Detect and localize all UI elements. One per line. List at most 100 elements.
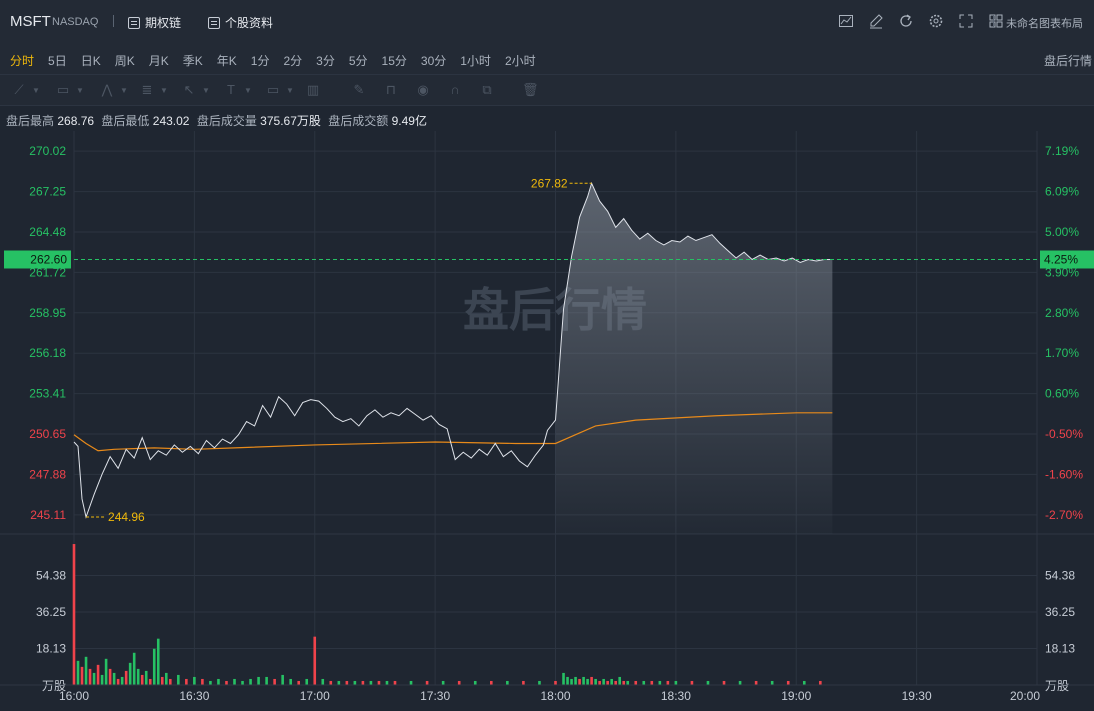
y-tick-pct-label: 7.19% xyxy=(1045,144,1079,158)
volume-bar xyxy=(241,680,244,685)
volume-bar xyxy=(642,680,646,685)
volume-bar xyxy=(108,668,112,685)
current-pct-badge xyxy=(1040,250,1094,269)
pencil-icon[interactable]: ✎ xyxy=(353,82,365,97)
fullscreen-icon[interactable] xyxy=(958,13,974,29)
volume-bar xyxy=(185,678,188,685)
volume-bar xyxy=(88,668,92,685)
magnet-icon[interactable]: ∩ xyxy=(450,82,460,97)
period-tab[interactable]: 1小时 xyxy=(460,54,491,68)
period-tab[interactable]: 2小时 xyxy=(504,54,536,68)
option-chain-button[interactable]: 期权链 xyxy=(128,14,181,31)
watermark-text: 盘后行情 xyxy=(463,283,647,337)
period-tab[interactable]: 月K xyxy=(148,54,169,68)
period-tab[interactable]: 周K xyxy=(114,54,135,68)
arrow-tool-icon[interactable]: ↖ xyxy=(183,82,195,97)
period-tab[interactable]: 15分 xyxy=(381,54,407,68)
x-tick-label: 18:00 xyxy=(540,689,570,703)
settings-gear-icon[interactable] xyxy=(928,13,944,29)
layout-name[interactable]: 未命名图表布局 xyxy=(1006,18,1083,30)
volume-bar xyxy=(522,680,525,685)
chevron-down-icon[interactable]: ▼ xyxy=(202,86,210,95)
low-label: 盘后最低 xyxy=(101,114,150,128)
edit-icon[interactable] xyxy=(868,13,884,29)
period-tab[interactable]: 5日 xyxy=(48,54,67,68)
rectangle-tool-icon[interactable]: ▭ xyxy=(56,82,70,97)
volume-bar xyxy=(622,680,626,685)
price-area-fill xyxy=(555,183,833,534)
chevron-down-icon[interactable]: ▼ xyxy=(286,86,294,95)
volume-bar xyxy=(160,676,164,685)
chevron-down-icon[interactable]: ▼ xyxy=(244,86,252,95)
wave-tool-icon[interactable]: ⋀ xyxy=(101,82,113,97)
volume-bar xyxy=(96,664,100,685)
period-tab[interactable]: 1分 xyxy=(250,54,270,68)
copy-icon[interactable]: ⧉ xyxy=(482,82,492,97)
eye-icon[interactable]: ◉ xyxy=(417,82,429,97)
volume-bar xyxy=(321,678,325,685)
volume-bar xyxy=(72,544,76,685)
volume-bar xyxy=(80,666,84,685)
measure-tool-icon[interactable]: ▭ xyxy=(266,82,280,97)
volume-bar xyxy=(84,656,88,685)
bar-tool-icon[interactable]: ▥ xyxy=(306,82,320,97)
volume-bar xyxy=(594,678,597,685)
stock-profile-button[interactable]: 个股资料 xyxy=(208,14,273,31)
volume-bar xyxy=(140,674,144,685)
indicator-chart-icon[interactable] xyxy=(838,13,854,29)
period-tab[interactable]: 30分 xyxy=(420,54,447,68)
volume-bar xyxy=(754,680,758,685)
volume-bar xyxy=(273,678,276,685)
y-tick-pct-label: 3.90% xyxy=(1045,265,1079,279)
period-tab[interactable]: 季K xyxy=(182,54,203,68)
volume-bar xyxy=(156,638,160,685)
volume-bar xyxy=(329,680,333,685)
period-tab[interactable]: 3分 xyxy=(316,54,335,68)
period-tab[interactable]: 日K xyxy=(80,54,101,68)
volume-bar xyxy=(574,676,577,685)
volume-bar xyxy=(658,680,662,685)
volume-bar xyxy=(233,678,236,685)
y-tick-pct-label: -2.70% xyxy=(1045,508,1083,522)
period-tab[interactable]: 5分 xyxy=(348,54,368,68)
refresh-icon[interactable] xyxy=(898,13,914,29)
stock-symbol: MSFT xyxy=(10,13,51,30)
top-toolbar: MSFT NASDAQ 期权链 个股资料 未命名图表布局 xyxy=(0,0,1094,45)
lock-icon[interactable]: ⊓ xyxy=(385,82,397,97)
volume-tick-label: 36.25 xyxy=(36,605,66,619)
volume-tick-label: 18.13 xyxy=(1045,641,1075,655)
y-tick-pct-label: -0.50% xyxy=(1045,427,1083,441)
option-chain-icon xyxy=(128,16,140,29)
volume-bar xyxy=(618,676,621,685)
period-tab[interactable]: 2分 xyxy=(283,54,303,68)
low-value: 243.02 xyxy=(152,114,190,128)
volume-bar xyxy=(666,680,670,685)
period-tab[interactable]: 年K xyxy=(216,54,237,68)
volume-bar xyxy=(562,672,565,685)
volume-bar xyxy=(128,662,132,685)
fib-tool-icon[interactable]: ≣ xyxy=(141,82,153,97)
volume-bar xyxy=(425,680,429,685)
volume-tick-label: 54.38 xyxy=(1045,568,1075,582)
volume-bar xyxy=(169,678,172,685)
option-chain-label: 期权链 xyxy=(145,16,182,30)
after-hours-label[interactable]: 盘后行情 xyxy=(1043,54,1092,68)
layout-grid-icon[interactable] xyxy=(988,13,1004,29)
trash-icon[interactable]: 🗑 xyxy=(522,82,539,97)
y-tick-pct-label: 2.80% xyxy=(1045,306,1079,320)
chevron-down-icon[interactable]: ▼ xyxy=(32,86,40,95)
text-tool-icon[interactable]: T xyxy=(227,82,235,97)
volume-bar xyxy=(634,680,638,685)
volume-bar xyxy=(164,672,168,685)
chevron-down-icon[interactable]: ▼ xyxy=(120,86,128,95)
volume-bar xyxy=(377,680,381,685)
volume-bar xyxy=(209,680,212,685)
x-tick-label: 18:30 xyxy=(661,689,691,703)
line-tool-icon[interactable]: ⟋ xyxy=(14,82,24,97)
volume-unit-label: 万股 xyxy=(42,679,66,693)
period-tab[interactable]: 分时 xyxy=(10,54,35,68)
y-tick-label: 245.11 xyxy=(30,508,66,522)
chevron-down-icon[interactable]: ▼ xyxy=(76,86,84,95)
chevron-down-icon[interactable]: ▼ xyxy=(160,86,168,95)
